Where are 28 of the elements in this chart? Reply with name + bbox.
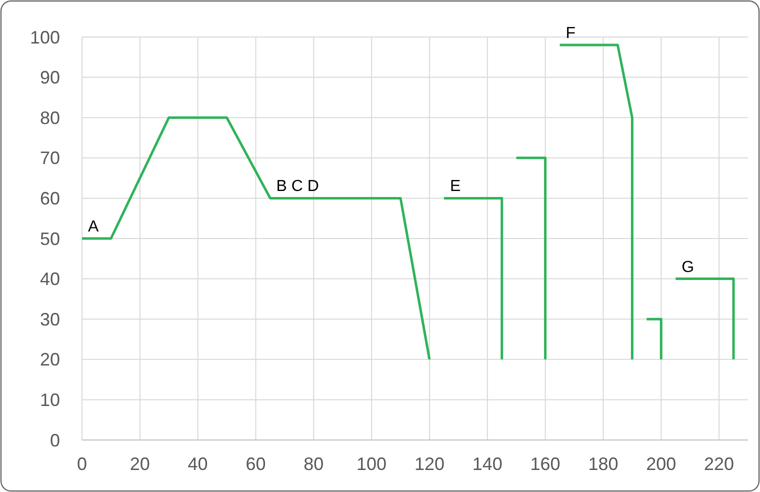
y-tick-label: 50 [40, 228, 60, 249]
x-tick-label: 180 [588, 454, 618, 474]
x-tick-label: 80 [304, 454, 324, 474]
y-tick-label: 60 [40, 188, 60, 208]
x-tick-label: 200 [646, 454, 676, 474]
annotation: E [450, 178, 461, 196]
annotation: F [566, 25, 576, 42]
y-tick-label: 30 [40, 309, 60, 330]
annotation: B C D [276, 178, 319, 196]
y-tick-label: 10 [40, 390, 60, 410]
x-tick-label: 220 [704, 454, 734, 474]
y-tick-label: 80 [40, 108, 60, 128]
x-tick-label: 120 [414, 454, 444, 474]
x-tick-label: 160 [530, 454, 560, 474]
y-tick-label: 20 [40, 350, 60, 370]
x-tick-label: 140 [472, 454, 502, 474]
y-tick-label: 70 [40, 148, 60, 168]
y-tick-label: 0 [50, 430, 60, 450]
y-tick-label: 100 [30, 27, 60, 48]
x-tick-label: 40 [188, 454, 208, 474]
x-tick-label: 60 [246, 454, 266, 474]
annotation: A [88, 218, 99, 236]
x-tick-label: 100 [356, 454, 387, 474]
y-tick-label: 40 [40, 269, 60, 290]
x-tick-label: 20 [130, 454, 150, 474]
annotation: G [682, 258, 694, 276]
x-tick-label: 0 [76, 454, 88, 474]
y-tick-label: 90 [40, 68, 60, 88]
